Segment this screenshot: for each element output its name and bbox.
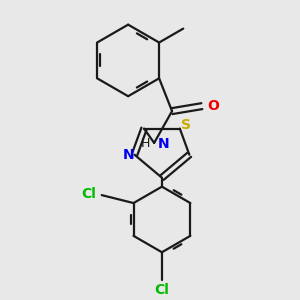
Text: H: H [141,137,150,150]
Text: O: O [207,99,219,113]
Text: N: N [123,148,134,162]
Text: S: S [181,118,191,132]
Text: Cl: Cl [81,187,96,201]
Text: N: N [158,137,170,151]
Text: Cl: Cl [154,283,169,297]
